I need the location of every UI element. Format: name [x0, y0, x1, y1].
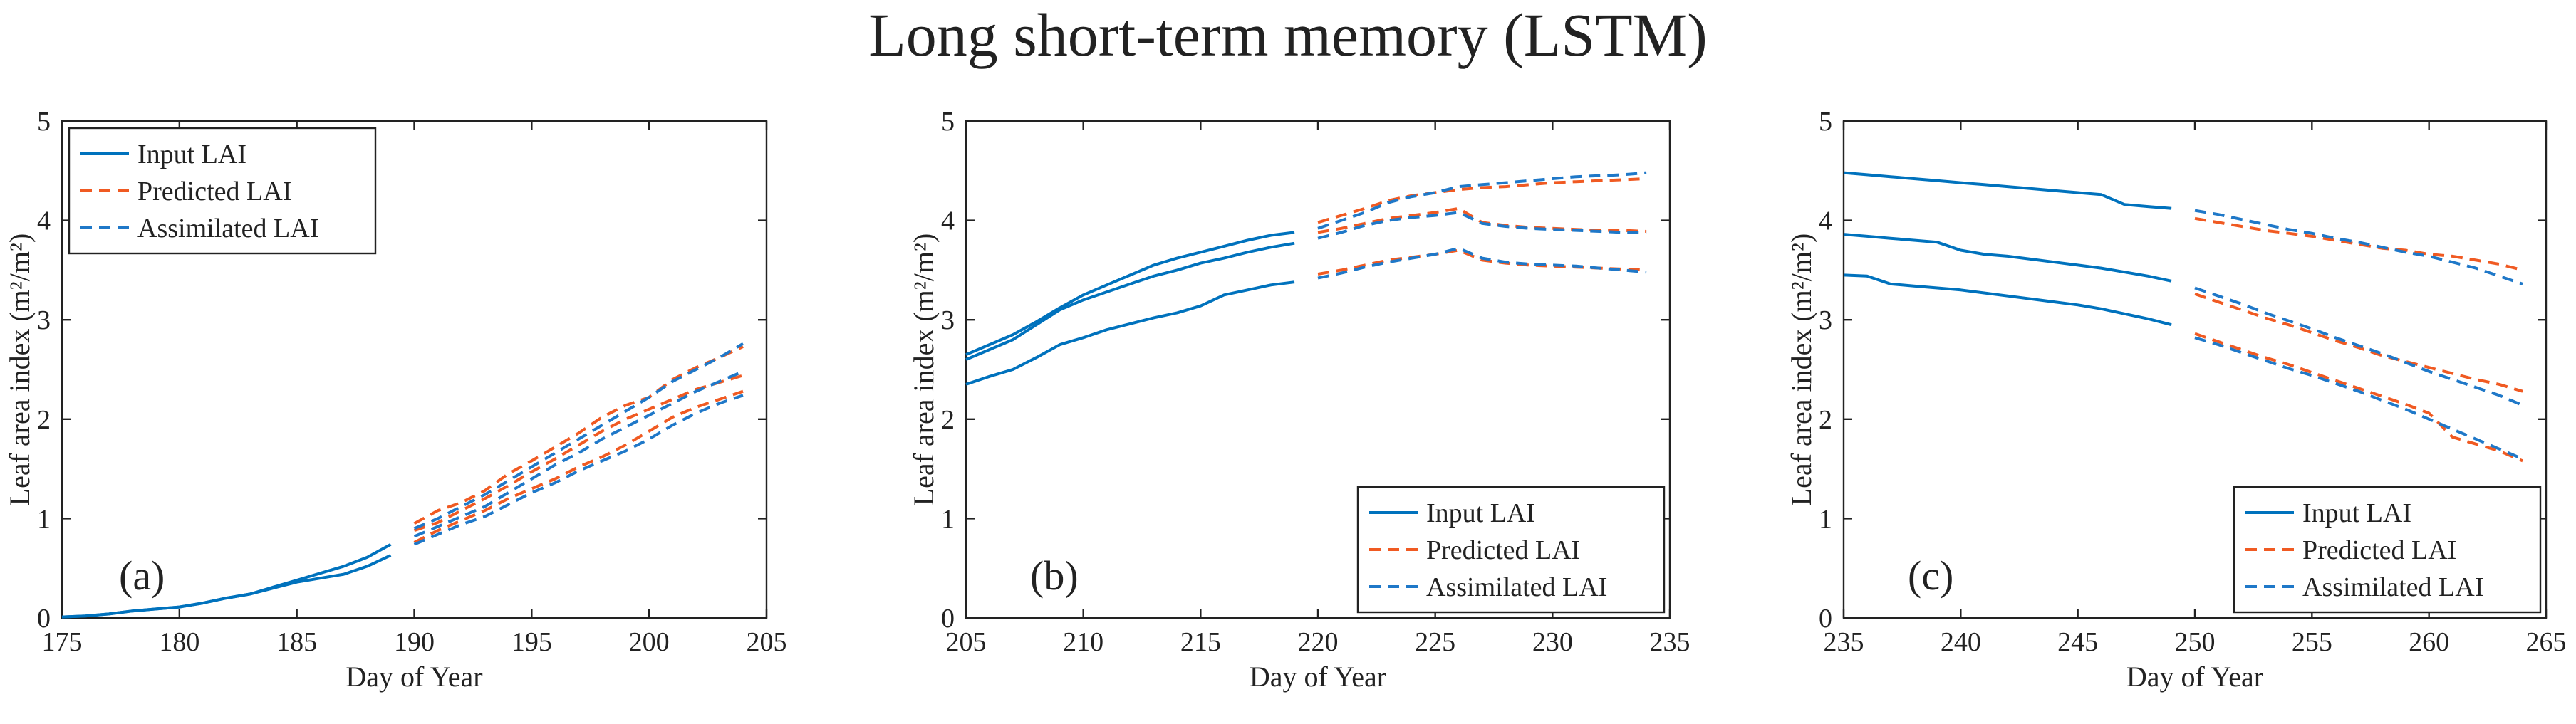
chart-panel-1: 175 180 185 190 195 200 205 0 1 2 3 4 5 Day of Year Le…: [4, 107, 787, 693]
series-line-input-lai: [965, 280, 1295, 386]
series-line-assimilated-lai: [2194, 209, 2523, 285]
series-line-assimilated-lai: [413, 394, 744, 546]
x-tick-label: 195: [511, 627, 552, 657]
series-line-predicted-lai: [2194, 293, 2523, 393]
legend-entry: Input LAI: [1426, 498, 1535, 528]
y-tick-label: 0: [1819, 604, 1832, 634]
legend-entry: Input LAI: [137, 140, 246, 169]
y-tick-label: 3: [1819, 305, 1832, 335]
series-line-assimilated-lai: [413, 342, 744, 530]
y-tick-label: 3: [37, 305, 51, 335]
series-line-assimilated-lai: [1317, 246, 1647, 280]
x-tick-label: 250: [2175, 627, 2216, 657]
x-tick-label: 205: [747, 627, 787, 657]
x-tick-label: 205: [946, 627, 987, 657]
y-tick-label: 4: [37, 206, 51, 236]
series-line-input-lai: [965, 241, 1295, 361]
y-axis-title: Leaf area index (m²/m²): [4, 234, 36, 506]
series-line-assimilated-lai: [2194, 336, 2523, 461]
y-axis-title: Leaf area index (m²/m²): [908, 234, 940, 506]
x-tick-label: 230: [1532, 627, 1573, 657]
x-tick-label: 190: [394, 627, 435, 657]
legend: Input LAI Predicted LAI Assimilated LAI: [2233, 486, 2542, 614]
y-tick-label: 5: [37, 107, 51, 137]
x-axis-title: Day of Year: [346, 661, 482, 693]
legend-entry: Assimilated LAI: [2302, 572, 2483, 602]
y-tick-label: 2: [37, 405, 51, 435]
x-tick-label: 260: [2409, 627, 2449, 657]
x-tick-label: 245: [2057, 627, 2098, 657]
legend-entry: Assimilated LAI: [137, 214, 318, 243]
series-line-input-lai: [61, 554, 392, 619]
series-line-assimilated-lai: [2194, 286, 2523, 407]
y-tick-label: 5: [941, 107, 955, 137]
series-line-predicted-lai: [1317, 248, 1647, 276]
legend-entry: Predicted LAI: [1426, 535, 1580, 565]
series-line-predicted-lai: [1317, 177, 1647, 224]
series-line-predicted-lai: [2194, 332, 2523, 463]
series-line-input-lai: [61, 542, 392, 619]
legend: Input LAI Predicted LAI Assimilated LAI: [68, 127, 377, 255]
legend-entry: Predicted LAI: [137, 177, 291, 206]
series-line-predicted-lai: [1317, 206, 1647, 234]
series-line-assimilated-lai: [413, 369, 744, 538]
y-tick-label: 1: [941, 504, 955, 534]
y-tick-label: 1: [37, 504, 51, 534]
series-line-input-lai: [965, 231, 1295, 356]
series-line-predicted-lai: [2194, 216, 2523, 272]
x-tick-label: 265: [2526, 627, 2567, 657]
panel-label: (b): [1030, 552, 1079, 599]
x-tick-label: 200: [629, 627, 670, 657]
legend-entry: Assimilated LAI: [1426, 572, 1607, 602]
x-tick-label: 225: [1415, 627, 1455, 657]
chart-panel-3: 235 240 245 250 255 260 265 0 1 2 3 4 5 Day of Year Le…: [1785, 107, 2567, 693]
x-tick-label: 215: [1180, 627, 1221, 657]
y-tick-label: 4: [1819, 206, 1832, 236]
y-axis-title: Leaf area index (m²/m²): [1785, 234, 1817, 506]
legend: Input LAI Predicted LAI Assimilated LAI: [1356, 486, 1666, 614]
y-tick-label: 5: [1819, 107, 1832, 137]
y-tick-label: 3: [941, 305, 955, 335]
series-line-predicted-lai: [413, 374, 744, 532]
series-line-predicted-lai: [413, 389, 744, 544]
series-line-assimilated-lai: [1317, 211, 1647, 240]
panel-label: (a): [119, 552, 165, 599]
y-tick-label: 0: [37, 604, 51, 634]
series-line-input-lai: [1843, 273, 2172, 327]
y-tick-label: 2: [941, 405, 955, 435]
legend-entry: Predicted LAI: [2302, 535, 2456, 565]
x-tick-label: 185: [276, 627, 317, 657]
series-line-predicted-lai: [413, 345, 744, 525]
series-line-assimilated-lai: [1317, 171, 1647, 230]
x-tick-label: 210: [1063, 627, 1103, 657]
series-line-input-lai: [1843, 233, 2172, 283]
x-tick-label: 235: [1650, 627, 1690, 657]
chart-panel-2: 205 210 215 220 225 230 235 0 1 2 3 4 5 Day of Year Le…: [908, 107, 1690, 693]
panel-label: (c): [1908, 552, 1953, 599]
x-tick-label: 240: [1941, 627, 1981, 657]
y-tick-label: 2: [1819, 405, 1832, 435]
y-tick-label: 4: [941, 206, 955, 236]
x-tick-label: 220: [1298, 627, 1339, 657]
legend-entry: Input LAI: [2302, 498, 2411, 528]
x-tick-label: 175: [42, 627, 83, 657]
x-axis-title: Day of Year: [1250, 661, 1386, 693]
main-title: Long short-term memory (LSTM): [868, 1, 1708, 69]
x-tick-label: 180: [159, 627, 199, 657]
x-axis-title: Day of Year: [2126, 661, 2263, 693]
x-tick-label: 255: [2292, 627, 2332, 657]
series-line-input-lai: [1843, 171, 2172, 210]
y-tick-label: 1: [1819, 504, 1832, 534]
x-tick-label: 235: [1824, 627, 1864, 657]
y-tick-label: 0: [941, 604, 955, 634]
